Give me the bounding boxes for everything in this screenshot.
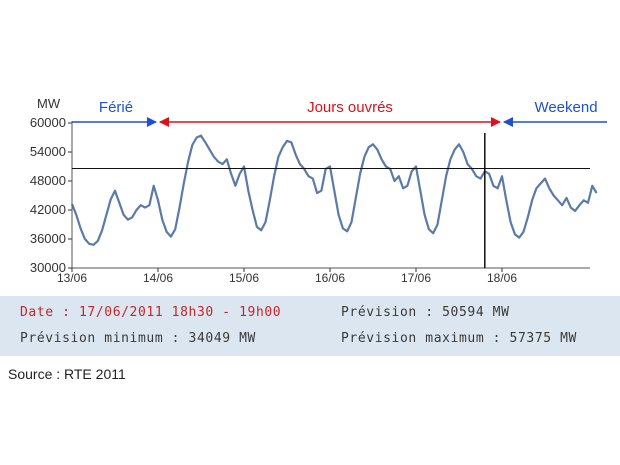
- y-axis-label: MW: [37, 96, 61, 111]
- y-tick-label: 42000: [30, 202, 66, 217]
- period-label-weekend: Weekend: [534, 99, 597, 116]
- x-tick-label: 16/06: [315, 271, 345, 285]
- info-prevision-minimum: Prévision minimum : 34049 MW: [20, 331, 256, 346]
- x-tick-label: 14/06: [143, 271, 173, 285]
- y-tick-label: 54000: [30, 144, 66, 159]
- y-tick-label: 36000: [30, 231, 66, 246]
- y-tick-label: 60000: [30, 115, 66, 130]
- x-tick-label: 17/06: [401, 271, 431, 285]
- x-tick-label: 18/06: [487, 271, 517, 285]
- y-tick-label: 48000: [30, 173, 66, 188]
- plot-area: [72, 123, 590, 268]
- info-panel: Date : 17/06/2011 18h30 - 19h00 Prévisio…: [0, 296, 620, 356]
- x-tick-label: 13/06: [57, 271, 87, 285]
- chart: 60000 54000 48000 42000 36000 30000 MW 13/06 14/…: [30, 96, 607, 285]
- source-note: Source : RTE 2011: [8, 366, 126, 382]
- series-line: [70, 134, 598, 246]
- info-prevision: Prévision : 50594 MW: [341, 305, 510, 320]
- y-tick-label: 30000: [30, 260, 66, 275]
- x-tick-label: 15/06: [229, 271, 259, 285]
- info-date: Date : 17/06/2011 18h30 - 19h00: [20, 305, 282, 320]
- period-label-jours: Jours ouvrés: [307, 99, 393, 116]
- period-label-ferie: Férié: [99, 99, 133, 116]
- info-prevision-maximum: Prévision maximum : 57375 MW: [341, 331, 577, 346]
